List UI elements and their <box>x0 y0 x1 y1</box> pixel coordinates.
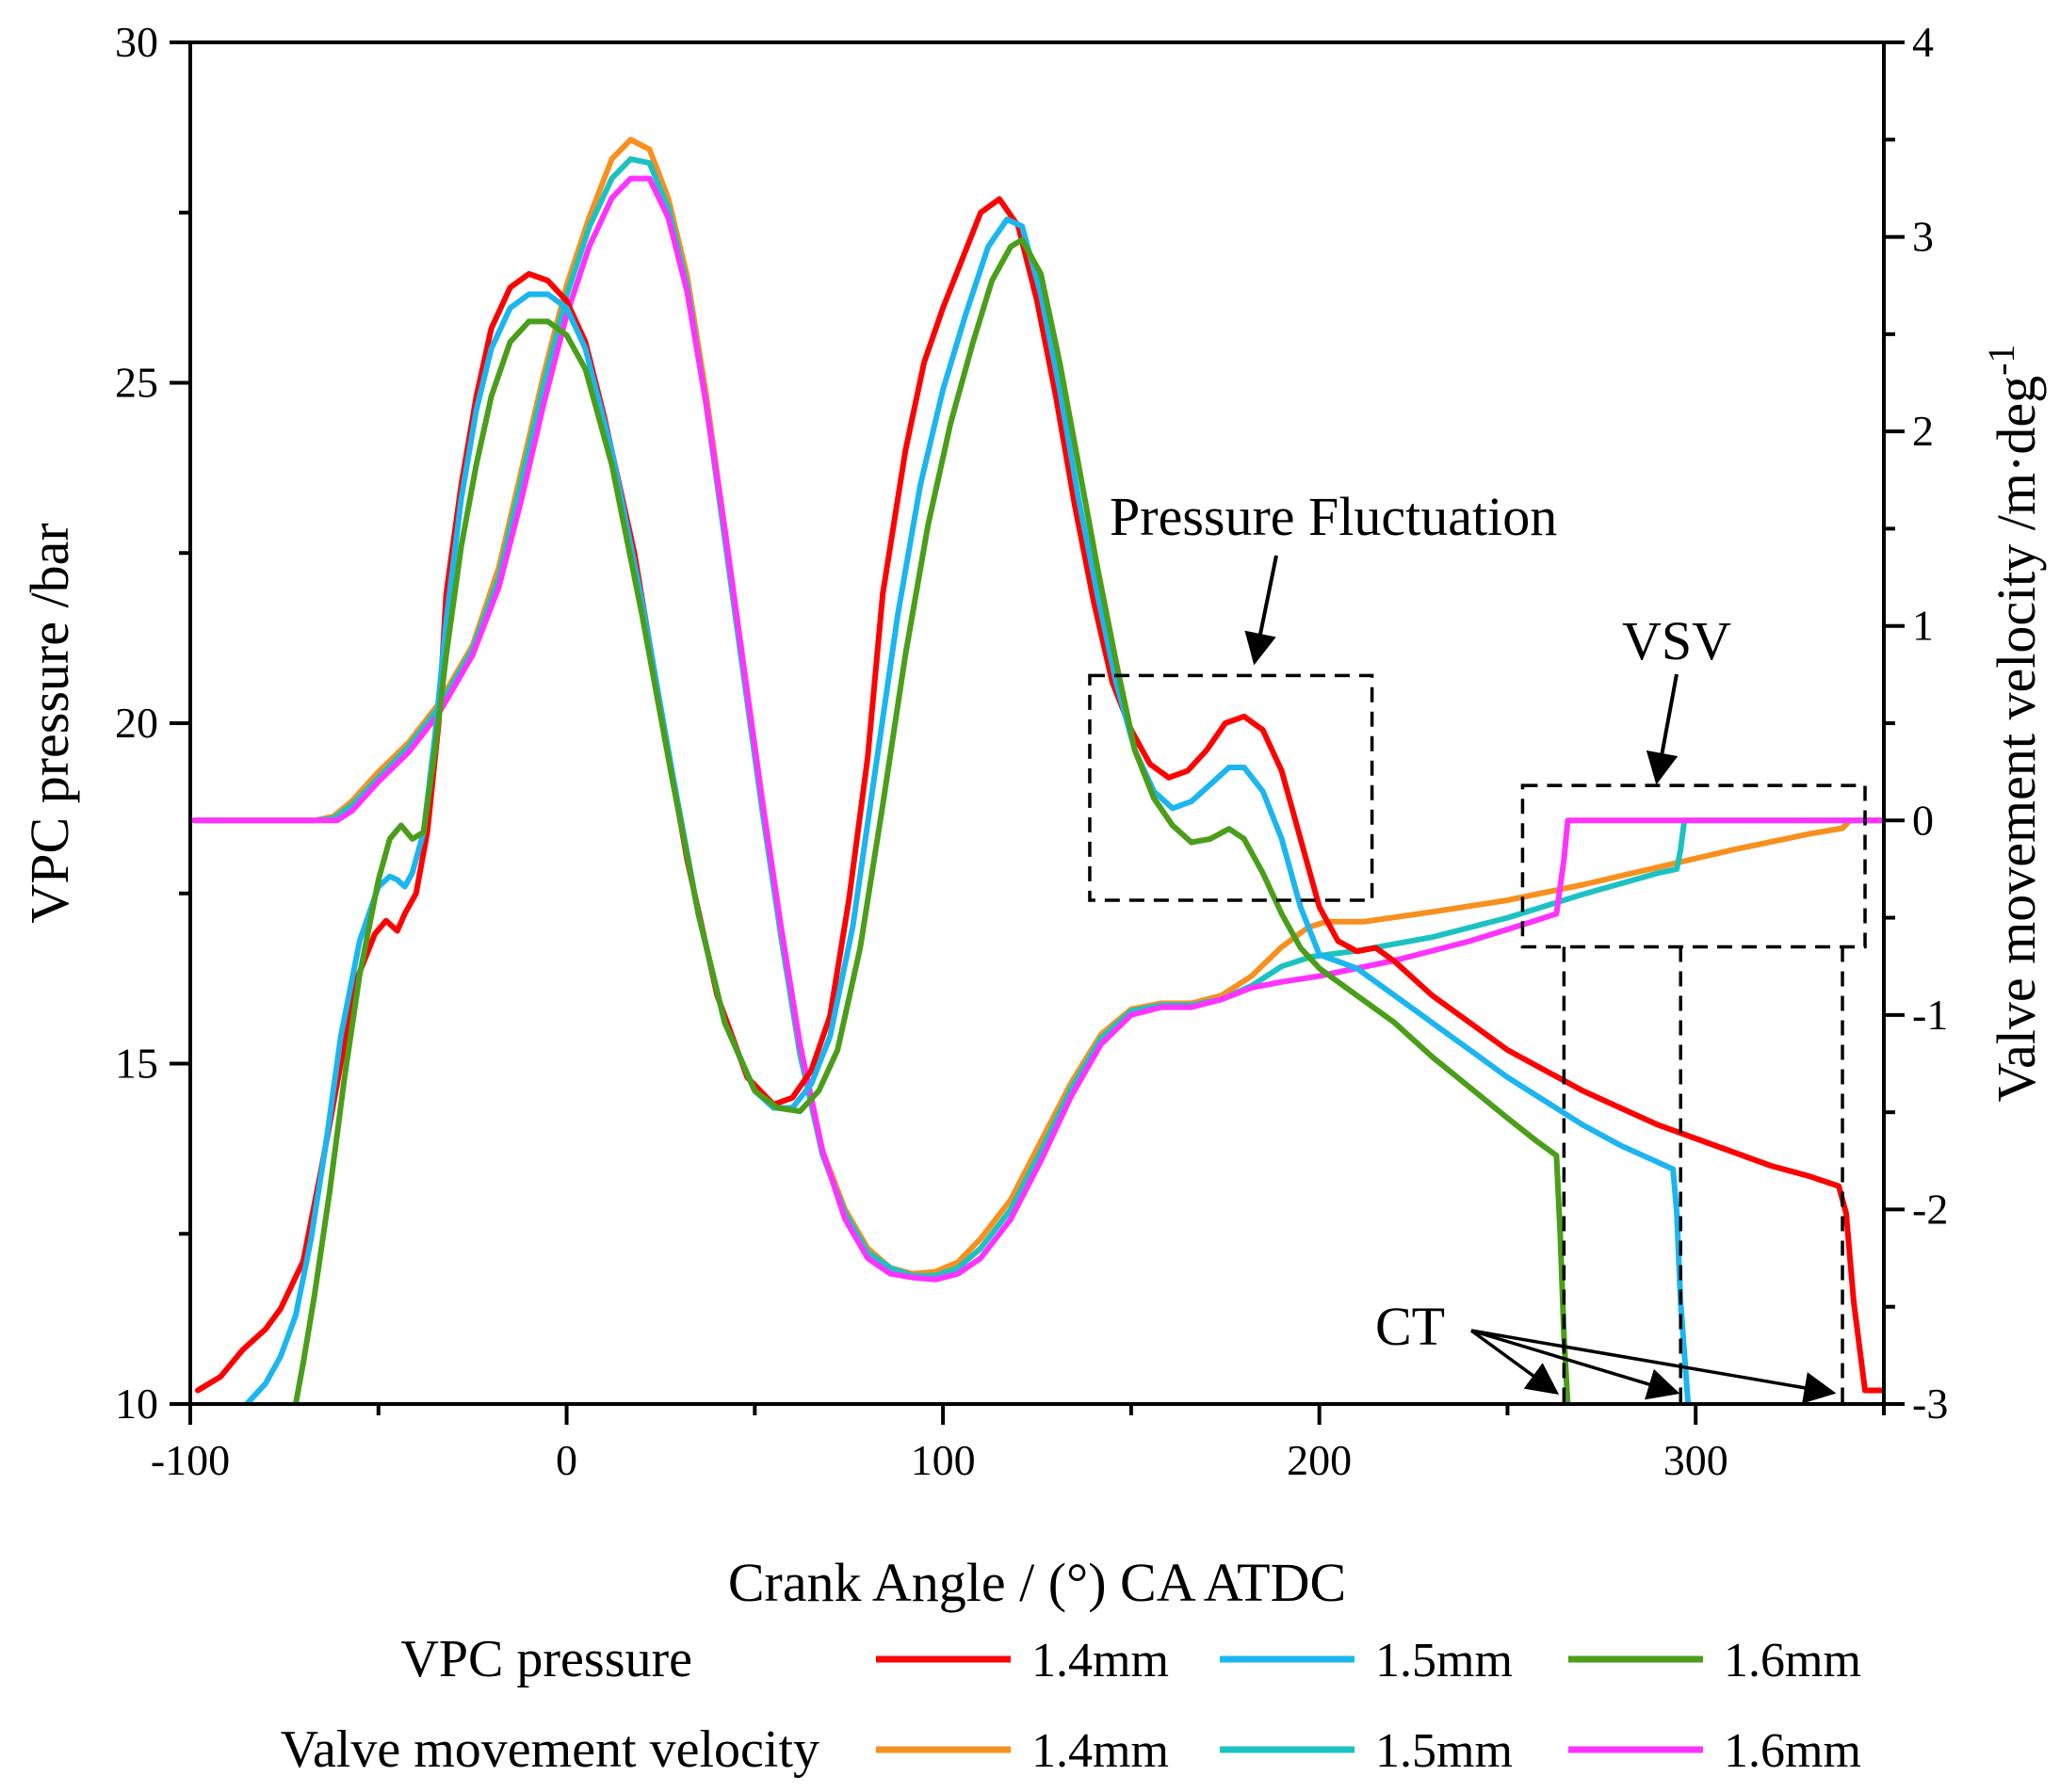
x-tick-label: 100 <box>911 1436 976 1484</box>
axis-titles: Crank Angle / (°) CA ATDC VPC pressure /b… <box>19 345 2047 1613</box>
y2-axis-title: Valve movement velocity /m·deg-1 <box>1980 345 2047 1103</box>
legend-group-title: VPC pressure <box>400 1630 692 1688</box>
pressure-fluctuation-label: Pressure Fluctuation <box>1110 486 1557 547</box>
plot-series <box>191 137 1884 1404</box>
y2-axis-title-superscript: -1 <box>1980 345 2022 376</box>
y2-tick-label: -2 <box>1912 1185 1948 1233</box>
y-axis-title: VPC pressure /bar <box>19 523 80 923</box>
vsv-arrow <box>1646 673 1679 785</box>
vsv-label: VSV <box>1622 610 1731 671</box>
pressure-fluctuation-box <box>1088 673 1374 902</box>
series-line-velocity-1.6mm <box>191 175 1884 1283</box>
plot-frame: -100 0 100 200 300 10 15 20 25 30 -3 -2 -1 0 1 2 3 4 <box>115 18 1948 1484</box>
legend-entry-label: 1.4mm <box>1031 1634 1169 1687</box>
y2-tick-label: -1 <box>1912 991 1948 1039</box>
plot-border <box>188 40 1886 1406</box>
ct-arrow <box>1470 1329 1837 1404</box>
pressure-fluctuation-arrow <box>1244 555 1278 666</box>
y-tick-label: 20 <box>115 699 158 747</box>
y2-tick-label: 2 <box>1912 407 1934 455</box>
vsv-box <box>1520 783 1867 949</box>
legend-entry-label: 1.5mm <box>1375 1724 1513 1778</box>
y-tick-label: 25 <box>115 359 158 407</box>
y-tick-label: 10 <box>115 1380 158 1428</box>
legend: VPC pressure 1.4mm 1.5mm 1.6mm Valve movemen… <box>281 1630 1861 1779</box>
ct-arrow <box>1470 1329 1680 1400</box>
x-tick-label: -100 <box>151 1436 230 1484</box>
series-line-velocity-1.5mm <box>191 155 1884 1279</box>
legend-group-title: Valve movement velocity <box>281 1720 819 1779</box>
x-tick-label: 300 <box>1663 1436 1728 1484</box>
y2-tick-label: 3 <box>1912 213 1934 261</box>
legend-entry-label: 1.6mm <box>1724 1724 1861 1778</box>
legend-entry-label: 1.5mm <box>1375 1634 1513 1687</box>
ct-label: CT <box>1375 1296 1445 1357</box>
series-line-pressure-1.5mm <box>243 217 1692 1404</box>
legend-entry-label: 1.4mm <box>1031 1724 1169 1778</box>
y2-tick-label: 0 <box>1912 796 1934 844</box>
y-tick-label: 30 <box>115 18 158 66</box>
x-tick-label: 200 <box>1287 1436 1352 1484</box>
y2-tick-label: 1 <box>1912 602 1934 650</box>
x-tick-label: 0 <box>556 1436 577 1484</box>
y2-tick-label: -3 <box>1912 1380 1948 1428</box>
legend-entry-label: 1.6mm <box>1724 1634 1861 1687</box>
annotations: Pressure Fluctuation VSV CT <box>1088 486 1867 1404</box>
series-line-pressure-1.4mm <box>195 196 1884 1394</box>
ct-arrow <box>1469 1329 1560 1396</box>
series-line-pressure-1.6mm <box>292 236 1571 1404</box>
x-axis-title: Crank Angle / (°) CA ATDC <box>728 1552 1346 1613</box>
y-tick-label: 15 <box>115 1040 158 1088</box>
y2-tick-label: 4 <box>1912 18 1934 66</box>
